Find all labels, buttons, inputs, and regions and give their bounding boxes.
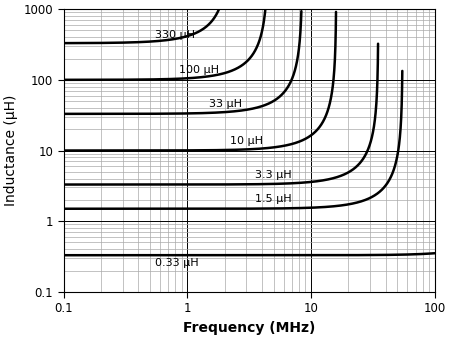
X-axis label: Frequency (MHz): Frequency (MHz) (183, 321, 315, 335)
Text: 33 μH: 33 μH (209, 99, 242, 109)
Text: 10 μH: 10 μH (230, 136, 263, 146)
Text: 3.3 μH: 3.3 μH (255, 170, 291, 180)
Y-axis label: Inductance (μH): Inductance (μH) (4, 95, 18, 206)
Text: 330 μH: 330 μH (155, 30, 195, 40)
Text: 1.5 μH: 1.5 μH (255, 194, 291, 204)
Text: 0.33 μH: 0.33 μH (155, 258, 199, 268)
Text: 100 μH: 100 μH (179, 64, 219, 75)
